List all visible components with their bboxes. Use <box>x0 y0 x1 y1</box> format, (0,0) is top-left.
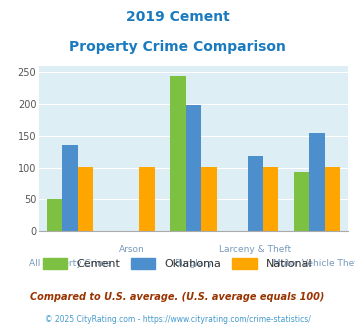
Text: Larceny & Theft: Larceny & Theft <box>219 245 291 254</box>
Bar <box>186 105 201 231</box>
Bar <box>309 133 325 231</box>
Text: Motor Vehicle Theft: Motor Vehicle Theft <box>273 259 355 268</box>
Text: Property Crime Comparison: Property Crime Comparison <box>69 40 286 53</box>
Text: Burglary: Burglary <box>174 259 213 268</box>
Bar <box>47 199 62 231</box>
Bar <box>170 76 186 231</box>
Bar <box>62 145 78 231</box>
Text: All Property Crime: All Property Crime <box>29 259 111 268</box>
Bar <box>140 167 155 231</box>
Bar <box>201 167 217 231</box>
Text: © 2025 CityRating.com - https://www.cityrating.com/crime-statistics/: © 2025 CityRating.com - https://www.city… <box>45 315 310 324</box>
Legend: Cement, Oklahoma, National: Cement, Oklahoma, National <box>38 253 317 273</box>
Text: 2019 Cement: 2019 Cement <box>126 10 229 24</box>
Bar <box>325 167 340 231</box>
Text: Arson: Arson <box>119 245 144 254</box>
Bar <box>294 172 309 231</box>
Bar <box>78 167 93 231</box>
Bar <box>247 156 263 231</box>
Bar <box>263 167 278 231</box>
Text: Compared to U.S. average. (U.S. average equals 100): Compared to U.S. average. (U.S. average … <box>30 292 325 302</box>
